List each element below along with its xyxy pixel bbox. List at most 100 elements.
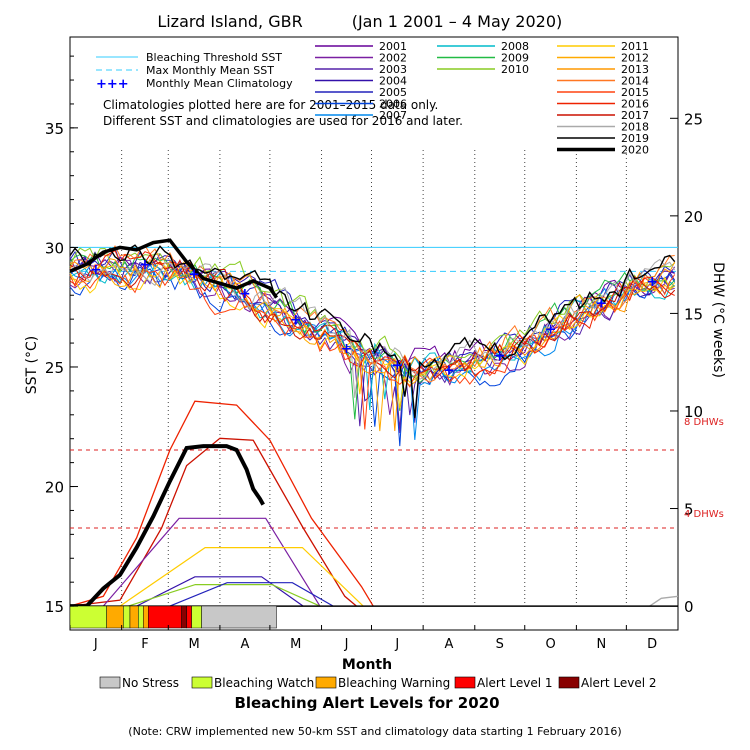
x-tick-label: D (647, 637, 657, 652)
alert-bar-segment (129, 605, 139, 629)
dhw-8-label: 8 DHWs (684, 417, 724, 428)
year-legend-label: 2008 (501, 40, 529, 53)
climatology-marker: + (596, 295, 608, 311)
alert-legend-swatch (315, 676, 337, 689)
legend-threshold-label: Bleaching Threshold SST (146, 51, 282, 64)
year-legend-label: 2013 (621, 63, 649, 76)
sst-series (69, 238, 676, 447)
climatology-marker: + (443, 362, 455, 378)
alert-legend-label: Bleaching Warning (338, 676, 450, 690)
alert-legend-swatch (191, 676, 213, 689)
climatology-markers: + + + + + + + + + + + + (90, 257, 658, 378)
chart-date-range: (Jan 1 2001 – 4 May 2020) (352, 12, 563, 31)
year-legend-label: 2012 (621, 52, 649, 65)
alert-bar-segment (148, 605, 182, 629)
footnote: (Note: CRW implemented new 50-km SST and… (128, 725, 621, 738)
x-tick-label: N (597, 637, 607, 652)
alert-legend-label: Alert Level 1 (477, 676, 553, 690)
alert-bar-segment (191, 605, 202, 629)
dhw-line-2020 (70, 444, 265, 609)
sst-line-2017 (69, 254, 676, 380)
year-legend-label: 2003 (379, 63, 407, 76)
x-tick-label: A (445, 637, 454, 652)
y-left-tick-label: 20 (45, 479, 64, 497)
y-right-tick-label: 5 (684, 501, 694, 519)
y-left-tick-label: 35 (45, 120, 64, 138)
x-tick-label: M (290, 637, 301, 652)
legend-climatology-swatch: +++ (96, 77, 129, 92)
y-right-tick-label: 25 (684, 110, 703, 128)
climatology-marker: + (239, 286, 251, 302)
dhw-line-2018 (649, 595, 679, 607)
y-right-tick-label: 10 (684, 403, 703, 421)
chart-title: Lizard Island, GBR (157, 12, 302, 31)
climatology-marker: + (545, 322, 557, 338)
alert-legend-title: Bleaching Alert Levels for 2020 (234, 694, 499, 712)
x-tick-label: S (496, 637, 504, 652)
year-legend-label: 2006 (379, 98, 407, 111)
axes: J F M A M J J A S O N D 15 20 25 30 35 0 5 10 15 20 25 (45, 55, 703, 652)
y-left-tick-label: 15 (45, 598, 64, 616)
dhw-line-2002 (102, 517, 321, 607)
y-left-tick-label: 30 (45, 239, 64, 257)
x-tick-label: F (141, 637, 148, 652)
note-line-2: Different SST and climatologies are used… (103, 114, 463, 128)
dhw-line-2011 (119, 547, 364, 607)
alert-level-bar (69, 605, 277, 629)
alert-legend-swatch (99, 676, 121, 689)
climatology-marker: + (188, 267, 200, 283)
alert-level-legend: No Stress Bleaching Watch Bleaching Warnin… (99, 676, 657, 690)
line-legend: Bleaching Threshold SST Max Monthly Mean… (96, 51, 293, 92)
y-right-tick-label: 15 (684, 305, 703, 323)
alert-legend-label: Alert Level 2 (581, 676, 657, 690)
y-right-axis-label: DHW (°C weeks) (710, 262, 726, 378)
dhw-line-2004 (136, 576, 304, 607)
x-axis-label: Month (342, 657, 392, 673)
legend-mmm-label: Max Monthly Mean SST (146, 64, 274, 77)
alert-bar-segment (181, 605, 187, 629)
alert-bar-segment (106, 605, 124, 629)
year-legend-label: 2017 (621, 109, 649, 122)
sst-line-2008 (69, 263, 675, 410)
note-line-1: Climatologies plotted here are for 2001–… (103, 98, 438, 112)
year-legend-label: 2011 (621, 40, 649, 53)
alert-legend-label: No Stress (122, 676, 179, 690)
climatology-marker: + (90, 262, 102, 278)
year-legend-label: 2001 (379, 40, 407, 53)
alert-legend-swatch (558, 676, 580, 689)
dhw-line-2017 (69, 437, 357, 607)
sst-line-2001 (69, 256, 675, 370)
sst-line-2018 (69, 258, 676, 398)
sst-line-2019 (69, 244, 676, 419)
climatology-marker: + (139, 257, 151, 273)
year-legend-label: 2016 (621, 98, 649, 111)
year-legend-label: 2014 (621, 75, 649, 88)
climatology-marker: + (391, 358, 403, 374)
alert-bar-segment (138, 605, 144, 629)
year-legend-label: 2009 (501, 52, 529, 65)
y-left-axis-label: SST (°C) (24, 336, 40, 394)
x-tick-label: J (93, 637, 98, 652)
dhw-line-2010 (128, 584, 321, 607)
dhw-line-2016 (69, 400, 374, 607)
y-right-tick-label: 0 (684, 598, 694, 616)
alert-bar-segment (186, 605, 192, 629)
alert-bar-segment (201, 605, 277, 629)
x-tick-label: J (394, 637, 399, 652)
alert-bar-segment (69, 605, 107, 629)
climatology-marker: + (341, 341, 353, 357)
year-legend-label: 2007 (379, 109, 407, 122)
year-legend-label: 2010 (501, 63, 529, 76)
x-tick-label: M (188, 637, 199, 652)
y-right-tick-label: 20 (684, 208, 703, 226)
alert-legend-label: Bleaching Watch (214, 676, 314, 690)
year-legend-label: 2019 (621, 132, 649, 145)
x-tick-label: A (240, 637, 249, 652)
alert-legend-swatch (454, 676, 476, 689)
x-tick-label: J (344, 637, 349, 652)
year-legend-label: 2015 (621, 86, 649, 99)
sst-line-2020 (69, 238, 279, 299)
year-legend-label: 2002 (379, 52, 407, 65)
